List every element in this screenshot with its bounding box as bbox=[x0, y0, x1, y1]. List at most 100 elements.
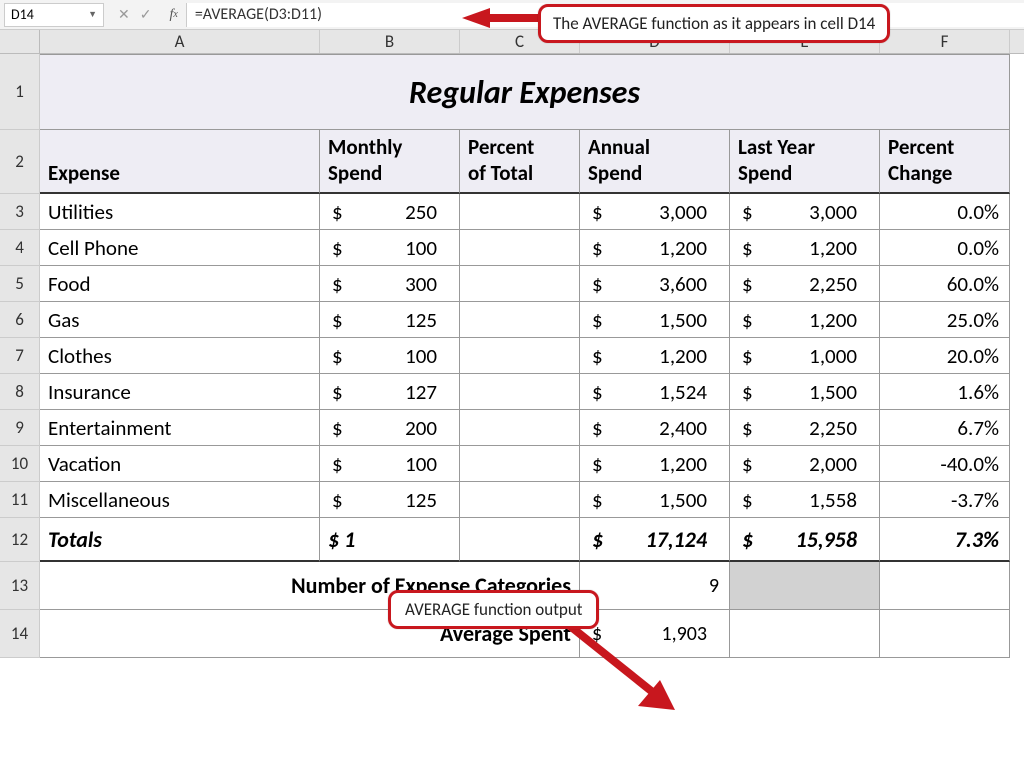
callout-mid: AVERAGE function output bbox=[388, 590, 599, 629]
pct-of-total[interactable] bbox=[460, 266, 580, 302]
row-header-5[interactable]: 5 bbox=[0, 266, 40, 302]
totals-monthly[interactable]: $ 1 bbox=[320, 518, 460, 562]
annual-spend[interactable]: $1,200 bbox=[580, 230, 730, 266]
header-pct-total[interactable]: Percent of Total bbox=[460, 130, 580, 194]
monthly-spend[interactable]: $100 bbox=[320, 446, 460, 482]
row-header-13[interactable]: 13 bbox=[0, 562, 40, 610]
row-header-12[interactable]: 12 bbox=[0, 518, 40, 562]
row-header-9[interactable]: 9 bbox=[0, 410, 40, 446]
pct-of-total[interactable] bbox=[460, 410, 580, 446]
pct-change[interactable]: -40.0% bbox=[880, 446, 1010, 482]
pct-of-total[interactable] bbox=[460, 230, 580, 266]
expense-name[interactable]: Utilities bbox=[40, 194, 320, 230]
pct-change[interactable]: -3.7% bbox=[880, 482, 1010, 518]
row-header-10[interactable]: 10 bbox=[0, 446, 40, 482]
header-expense[interactable]: Expense bbox=[40, 130, 320, 194]
fx-icon[interactable]: fx bbox=[161, 3, 186, 27]
expense-name[interactable]: Vacation bbox=[40, 446, 320, 482]
last-year-spend[interactable]: $2,250 bbox=[730, 266, 880, 302]
cell-E14[interactable] bbox=[730, 610, 880, 658]
monthly-spend[interactable]: $250 bbox=[320, 194, 460, 230]
expense-name[interactable]: Cell Phone bbox=[40, 230, 320, 266]
last-year-spend[interactable]: $2,250 bbox=[730, 410, 880, 446]
row-header-6[interactable]: 6 bbox=[0, 302, 40, 338]
pct-change[interactable]: 0.0% bbox=[880, 230, 1010, 266]
last-year-spend[interactable]: $1,000 bbox=[730, 338, 880, 374]
callout-top-text: The AVERAGE function as it appears in ce… bbox=[553, 13, 875, 34]
expense-name[interactable]: Miscellaneous bbox=[40, 482, 320, 518]
row-header-11[interactable]: 11 bbox=[0, 482, 40, 518]
col-header-A[interactable]: A bbox=[40, 30, 320, 53]
arrow-icon bbox=[560, 618, 700, 728]
totals-pct-change[interactable]: 7.3% bbox=[880, 518, 1010, 562]
row-header-8[interactable]: 8 bbox=[0, 374, 40, 410]
monthly-spend[interactable]: $200 bbox=[320, 410, 460, 446]
row-header-4[interactable]: 4 bbox=[0, 230, 40, 266]
row-header-1[interactable]: 1 bbox=[0, 54, 40, 130]
header-last-year[interactable]: Last Year Spend bbox=[730, 130, 880, 194]
pct-change[interactable]: 6.7% bbox=[880, 410, 1010, 446]
monthly-spend[interactable]: $100 bbox=[320, 230, 460, 266]
totals-last-year[interactable]: $15,958 bbox=[730, 518, 880, 562]
row-header-3[interactable]: 3 bbox=[0, 194, 40, 230]
annual-spend[interactable]: $3,000 bbox=[580, 194, 730, 230]
annual-spend[interactable]: $1,500 bbox=[580, 302, 730, 338]
pct-of-total[interactable] bbox=[460, 446, 580, 482]
cancel-icon[interactable]: ✕ bbox=[118, 6, 130, 23]
expense-name[interactable]: Food bbox=[40, 266, 320, 302]
annual-spend[interactable]: $1,500 bbox=[580, 482, 730, 518]
last-year-spend[interactable]: $1,500 bbox=[730, 374, 880, 410]
cell-E13[interactable] bbox=[730, 562, 880, 610]
chevron-down-icon[interactable]: ▼ bbox=[88, 9, 97, 20]
totals-label[interactable]: Totals bbox=[40, 518, 320, 562]
select-all-corner[interactable] bbox=[0, 30, 40, 53]
annual-spend[interactable]: $1,200 bbox=[580, 338, 730, 374]
monthly-spend[interactable]: $125 bbox=[320, 302, 460, 338]
row-header-14[interactable]: 14 bbox=[0, 610, 40, 658]
last-year-spend[interactable]: $1,200 bbox=[730, 302, 880, 338]
annual-spend[interactable]: $2,400 bbox=[580, 410, 730, 446]
header-pct-change[interactable]: Percent Change bbox=[880, 130, 1010, 194]
pct-of-total[interactable] bbox=[460, 374, 580, 410]
pct-change[interactable]: 1.6% bbox=[880, 374, 1010, 410]
count-value[interactable]: 9 bbox=[580, 562, 730, 610]
pct-of-total[interactable] bbox=[460, 194, 580, 230]
monthly-spend[interactable]: $300 bbox=[320, 266, 460, 302]
header-monthly[interactable]: Monthly Spend bbox=[320, 130, 460, 194]
pct-of-total[interactable] bbox=[460, 482, 580, 518]
annual-spend[interactable]: $3,600 bbox=[580, 266, 730, 302]
row-header-7[interactable]: 7 bbox=[0, 338, 40, 374]
spreadsheet: A B C D E F 1 Regular Expenses 2 Expense… bbox=[0, 30, 1024, 658]
cell-F14[interactable] bbox=[880, 610, 1010, 658]
monthly-spend[interactable]: $127 bbox=[320, 374, 460, 410]
totals-pct-total[interactable] bbox=[460, 518, 580, 562]
last-year-spend[interactable]: $2,000 bbox=[730, 446, 880, 482]
expense-name[interactable]: Clothes bbox=[40, 338, 320, 374]
header-annual[interactable]: Annual Spend bbox=[580, 130, 730, 194]
last-year-spend[interactable]: $3,000 bbox=[730, 194, 880, 230]
check-icon[interactable]: ✓ bbox=[140, 6, 152, 23]
annual-spend[interactable]: $1,524 bbox=[580, 374, 730, 410]
annual-spend[interactable]: $1,200 bbox=[580, 446, 730, 482]
pct-of-total[interactable] bbox=[460, 338, 580, 374]
col-header-F[interactable]: F bbox=[880, 30, 1010, 53]
pct-change[interactable]: 0.0% bbox=[880, 194, 1010, 230]
arrow-icon bbox=[460, 6, 540, 30]
monthly-spend[interactable]: $100 bbox=[320, 338, 460, 374]
pct-change[interactable]: 20.0% bbox=[880, 338, 1010, 374]
name-box[interactable]: D14 ▼ bbox=[4, 3, 104, 27]
col-header-B[interactable]: B bbox=[320, 30, 460, 53]
pct-of-total[interactable] bbox=[460, 302, 580, 338]
cell-F13[interactable] bbox=[880, 562, 1010, 610]
last-year-spend[interactable]: $1,558 bbox=[730, 482, 880, 518]
row-header-2[interactable]: 2 bbox=[0, 130, 40, 194]
totals-annual[interactable]: $17,124 bbox=[580, 518, 730, 562]
last-year-spend[interactable]: $1,200 bbox=[730, 230, 880, 266]
pct-change[interactable]: 60.0% bbox=[880, 266, 1010, 302]
expense-name[interactable]: Gas bbox=[40, 302, 320, 338]
title-cell[interactable]: Regular Expenses bbox=[40, 54, 1010, 130]
expense-name[interactable]: Insurance bbox=[40, 374, 320, 410]
monthly-spend[interactable]: $125 bbox=[320, 482, 460, 518]
expense-name[interactable]: Entertainment bbox=[40, 410, 320, 446]
pct-change[interactable]: 25.0% bbox=[880, 302, 1010, 338]
